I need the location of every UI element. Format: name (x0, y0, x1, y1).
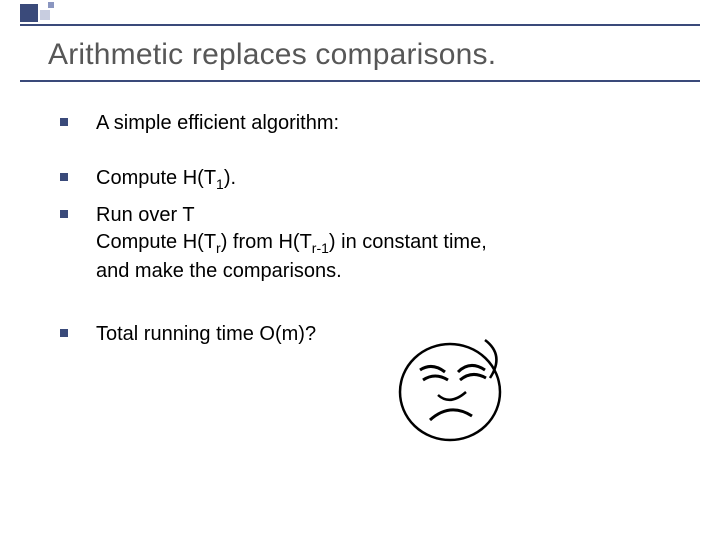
bullet-icon (60, 118, 68, 126)
slide-content: A simple efficient algorithm: Compute H(… (60, 110, 640, 356)
bullet-text: Total running time O(m)? (96, 321, 316, 348)
bullet-3: Run over T Compute H(Tr) from H(Tr-1) in… (60, 202, 640, 285)
title-underline (20, 80, 700, 82)
slide-title: Arithmetic replaces comparisons. (48, 38, 496, 72)
bullet-text: A simple efficient algorithm: (96, 110, 339, 137)
bullet-icon (60, 329, 68, 337)
subscript: r-1 (312, 240, 329, 256)
bullet-icon (60, 210, 68, 218)
text-part: Compute H(T (96, 167, 216, 189)
bullet-1: A simple efficient algorithm: (60, 110, 640, 137)
bullet-icon (60, 173, 68, 181)
text-part: Compute H(T (96, 231, 216, 253)
text-part: ). (224, 167, 236, 189)
text-part: ) in constant time, (329, 231, 487, 253)
subscript: 1 (216, 176, 224, 192)
text-part: ) from H(T (221, 231, 312, 253)
text-part: and make the comparisons. (96, 260, 342, 282)
decor-top-line (20, 24, 700, 26)
bullet-4: Total running time O(m)? (60, 321, 640, 348)
decor-square-medium (40, 10, 50, 20)
bullet-text: Compute H(T1). (96, 165, 236, 194)
frown-face-icon (390, 330, 520, 450)
text-part: Run over T (96, 204, 195, 226)
bullet-2: Compute H(T1). (60, 165, 640, 194)
decor-square-large (20, 4, 38, 22)
header-decoration (0, 0, 720, 30)
decor-square-small (48, 2, 54, 8)
bullet-text: Run over T Compute H(Tr) from H(Tr-1) in… (96, 202, 487, 285)
